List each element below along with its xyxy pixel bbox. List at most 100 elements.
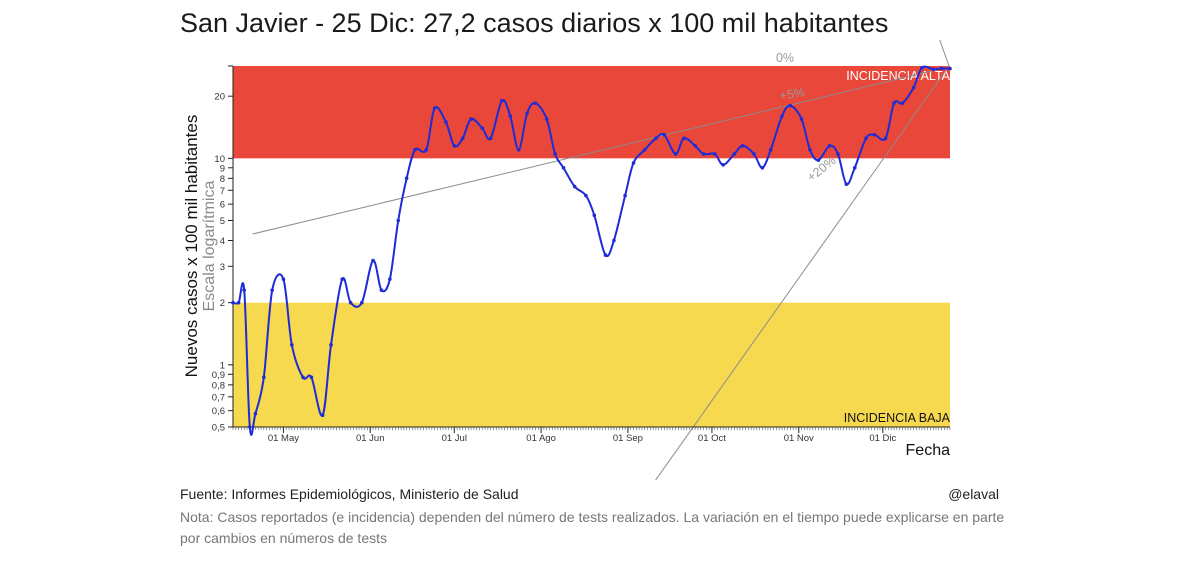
data-point — [561, 165, 566, 170]
data-point — [827, 144, 832, 148]
band-label-0: INCIDENCIA ALTA — [846, 69, 950, 83]
data-point — [516, 147, 521, 152]
data-point — [911, 85, 916, 90]
data-point — [262, 375, 266, 380]
data-point — [844, 182, 849, 186]
data-point — [662, 133, 667, 137]
data-point — [673, 152, 678, 156]
x-tick-label: 01 Ago — [526, 433, 556, 444]
data-point — [236, 300, 241, 305]
data-point — [460, 136, 465, 141]
data-point — [612, 238, 616, 243]
data-point — [432, 106, 437, 110]
data-point — [388, 277, 392, 281]
data-point — [469, 117, 473, 121]
data-point — [780, 114, 784, 118]
data-point — [572, 184, 577, 189]
footnote: Nota: Casos reportados (e incidencia) de… — [180, 509, 1005, 546]
y-tick-label: 0,5 — [212, 423, 225, 434]
data-point — [320, 413, 325, 418]
data-point — [544, 117, 549, 121]
data-point — [242, 288, 247, 292]
x-axis-label: Fecha — [906, 442, 951, 459]
data-point — [360, 300, 364, 305]
growth-line-label-1: +5% — [779, 85, 806, 103]
data-point — [808, 147, 812, 152]
chart-labels: Nuevos casos x 100 mil habitantes Escala… — [182, 51, 950, 459]
data-point — [701, 152, 706, 156]
y-tick-label: 8 — [220, 174, 225, 185]
growth-reference-lines — [252, 40, 950, 480]
data-point — [452, 144, 457, 148]
data-point — [712, 152, 717, 156]
data-point — [920, 65, 924, 70]
data-point — [682, 136, 686, 141]
x-tick-label: 01 May — [268, 433, 299, 444]
data-point — [348, 300, 353, 305]
y-tick-label: 1 — [220, 360, 225, 371]
data-point — [281, 277, 286, 281]
growth-line-label-0: 0% — [776, 51, 794, 65]
data-point — [931, 67, 935, 72]
data-point — [424, 147, 429, 152]
y-tick-label: 5 — [220, 216, 225, 227]
data-point — [752, 152, 756, 156]
data-point — [309, 375, 314, 380]
x-tick-label: 01 Oct — [698, 433, 726, 444]
data-point — [631, 161, 636, 165]
data-point — [732, 152, 737, 156]
x-tick-label: 01 Dic — [869, 433, 896, 444]
data-point — [948, 66, 952, 71]
y-tick-label: 0,8 — [212, 380, 225, 391]
data-point — [404, 176, 409, 181]
data-point — [836, 152, 840, 156]
data-point — [852, 165, 857, 170]
x-tick-label: 01 Sep — [613, 433, 643, 444]
data-point — [654, 136, 658, 141]
data-point — [508, 114, 513, 118]
band-0 — [233, 66, 950, 159]
data-point — [340, 277, 345, 281]
data-point — [642, 147, 647, 152]
data-point — [883, 136, 888, 141]
data-point — [872, 133, 877, 137]
growth-line-0 — [939, 40, 950, 69]
data-point — [768, 147, 773, 152]
series-layer — [231, 65, 952, 436]
x-tick-label: 01 Jun — [356, 433, 385, 444]
growth-line-2 — [655, 68, 948, 480]
data-point — [864, 136, 868, 141]
y-axis-label: Nuevos casos x 100 mil habitantes — [182, 115, 201, 378]
data-point — [592, 213, 597, 218]
data-point — [270, 288, 275, 292]
author-handle: @elaval — [948, 486, 999, 502]
data-point — [329, 343, 333, 347]
y-tick-label: 3 — [220, 262, 225, 273]
y-tick-label: 4 — [220, 236, 225, 247]
y-axis-scale-label: Escala logarítmica — [201, 181, 218, 312]
data-point — [892, 101, 896, 105]
data-point — [379, 288, 384, 292]
data-point — [413, 147, 417, 152]
data-point — [488, 136, 493, 141]
x-tick-label: 01 Jul — [442, 433, 467, 444]
chart-title: San Javier - 25 Dic: 27,2 casos diarios … — [180, 8, 889, 38]
y-tick-label: 10 — [214, 154, 225, 165]
band-1 — [233, 302, 950, 427]
data-point — [721, 163, 725, 167]
data-point — [371, 258, 375, 263]
data-point — [603, 253, 608, 257]
y-tick-label: 9 — [220, 163, 225, 174]
data-point — [290, 343, 294, 347]
data-point — [900, 101, 905, 105]
data-point — [480, 126, 485, 130]
data-point — [301, 375, 305, 380]
data-point — [799, 117, 804, 121]
x-tick-label: 01 Nov — [784, 433, 814, 444]
data-point — [248, 425, 252, 429]
data-point — [444, 120, 448, 124]
data-point — [396, 218, 401, 223]
y-tick-label: 6 — [220, 200, 225, 211]
